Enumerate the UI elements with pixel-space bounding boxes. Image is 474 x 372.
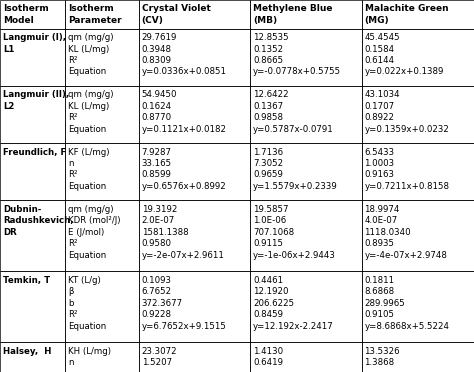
Bar — [362, 143, 474, 200]
Bar — [139, 86, 250, 143]
Bar — [250, 143, 362, 200]
Text: 1.7136
7.3052
0.9659
y=1.5579x+0.2339: 1.7136 7.3052 0.9659 y=1.5579x+0.2339 — [253, 148, 338, 191]
Text: 54.9450
0.1624
0.8770
y=0.1121x+0.0182: 54.9450 0.1624 0.8770 y=0.1121x+0.0182 — [142, 90, 227, 134]
Text: 43.1034
0.1707
0.8922
y=0.1359x+0.0232: 43.1034 0.1707 0.8922 y=0.1359x+0.0232 — [365, 90, 449, 134]
Text: 13.5326
1.3868: 13.5326 1.3868 — [365, 347, 400, 367]
Bar — [0, 342, 65, 372]
Text: Malachite Green
(MG): Malachite Green (MG) — [365, 4, 448, 25]
Bar — [0, 271, 65, 342]
Text: 6.5433
1.0003
0.9163
y=0.7211x+0.8158: 6.5433 1.0003 0.9163 y=0.7211x+0.8158 — [365, 148, 449, 191]
Bar — [362, 200, 474, 271]
Bar — [139, 271, 250, 342]
Text: qm (mg/g)
KL (L/mg)
R²
Equation: qm (mg/g) KL (L/mg) R² Equation — [68, 90, 114, 134]
Bar — [139, 143, 250, 200]
Text: 45.4545
0.1584
0.6144
y=0.022x+0.1389: 45.4545 0.1584 0.6144 y=0.022x+0.1389 — [365, 33, 444, 76]
Text: KF (L/mg)
n
R²
Equation: KF (L/mg) n R² Equation — [68, 148, 110, 191]
Bar — [139, 29, 250, 86]
Text: 0.4461
12.1920
206.6225
0.8459
y=12.192x-2.2417: 0.4461 12.1920 206.6225 0.8459 y=12.192x… — [253, 276, 334, 331]
Text: Dubnin-
Radushkevich,
DR: Dubnin- Radushkevich, DR — [3, 205, 73, 237]
Text: KH (L/mg)
n: KH (L/mg) n — [68, 347, 111, 367]
Bar — [0, 86, 65, 143]
Bar — [0, 143, 65, 200]
Bar — [65, 342, 139, 372]
Text: Temkin, T: Temkin, T — [3, 276, 50, 285]
Bar — [250, 271, 362, 342]
Bar — [0, 200, 65, 271]
Bar — [362, 86, 474, 143]
Text: Methylene Blue
(MB): Methylene Blue (MB) — [253, 4, 333, 25]
Bar — [0, 29, 65, 86]
Text: 7.9287
33.165
0.8599
y=0.6576x+0.8992: 7.9287 33.165 0.8599 y=0.6576x+0.8992 — [142, 148, 227, 191]
Bar — [250, 200, 362, 271]
Text: 1.4130
0.6419: 1.4130 0.6419 — [253, 347, 283, 367]
Text: Halsey,  H: Halsey, H — [3, 347, 51, 356]
Text: 12.6422
0.1367
0.9858
y=0.5787x-0.0791: 12.6422 0.1367 0.9858 y=0.5787x-0.0791 — [253, 90, 334, 134]
Bar — [65, 200, 139, 271]
Bar — [65, 143, 139, 200]
Bar — [362, 29, 474, 86]
Text: Crystal Violet
(CV): Crystal Violet (CV) — [142, 4, 210, 25]
Bar — [250, 86, 362, 143]
Text: KT (L/g)
β
b
R²
Equation: KT (L/g) β b R² Equation — [68, 276, 107, 331]
Bar — [0, 0, 65, 29]
Bar — [65, 29, 139, 86]
Bar — [65, 86, 139, 143]
Bar — [250, 29, 362, 86]
Text: Isotherm
Parameter: Isotherm Parameter — [68, 4, 122, 25]
Text: 19.3192
2.0E-07
1581.1388
0.9580
y=-2e-07x+2.9611: 19.3192 2.0E-07 1581.1388 0.9580 y=-2e-0… — [142, 205, 225, 260]
Text: 0.1093
6.7652
372.3677
0.9228
y=6.7652x+9.1515: 0.1093 6.7652 372.3677 0.9228 y=6.7652x+… — [142, 276, 227, 331]
Bar — [362, 0, 474, 29]
Text: 29.7619
0.3948
0.8309
y=0.0336x+0.0851: 29.7619 0.3948 0.8309 y=0.0336x+0.0851 — [142, 33, 227, 76]
Text: Isotherm
Model: Isotherm Model — [3, 4, 49, 25]
Text: qm (mg/g)
KL (L/mg)
R²
Equation: qm (mg/g) KL (L/mg) R² Equation — [68, 33, 114, 76]
Bar — [250, 342, 362, 372]
Text: Freundlich, F: Freundlich, F — [3, 148, 66, 157]
Text: 12.8535
0.1352
0.8665
y=-0.0778x+0.5755: 12.8535 0.1352 0.8665 y=-0.0778x+0.5755 — [253, 33, 341, 76]
Text: 23.3072
1.5207: 23.3072 1.5207 — [142, 347, 177, 367]
Bar — [139, 342, 250, 372]
Bar — [139, 200, 250, 271]
Text: 19.5857
1.0E-06
707.1068
0.9115
y=-1e-06x+2.9443: 19.5857 1.0E-06 707.1068 0.9115 y=-1e-06… — [253, 205, 336, 260]
Bar — [139, 0, 250, 29]
Bar — [362, 271, 474, 342]
Bar — [250, 0, 362, 29]
Text: 18.9974
4.0E-07
1118.0340
0.8935
y=-4e-07x+2.9748: 18.9974 4.0E-07 1118.0340 0.8935 y=-4e-0… — [365, 205, 447, 260]
Text: qm (mg/g)
KDR (mol²/J)
E (J/mol)
R²
Equation: qm (mg/g) KDR (mol²/J) E (J/mol) R² Equa… — [68, 205, 121, 260]
Text: Langmuir (I),
L1: Langmuir (I), L1 — [3, 33, 66, 54]
Bar — [362, 342, 474, 372]
Text: Langmuir (II),
L2: Langmuir (II), L2 — [3, 90, 69, 111]
Bar — [65, 0, 139, 29]
Text: 0.1811
8.6868
289.9965
0.9105
y=8.6868x+5.5224: 0.1811 8.6868 289.9965 0.9105 y=8.6868x+… — [365, 276, 449, 331]
Bar — [65, 271, 139, 342]
